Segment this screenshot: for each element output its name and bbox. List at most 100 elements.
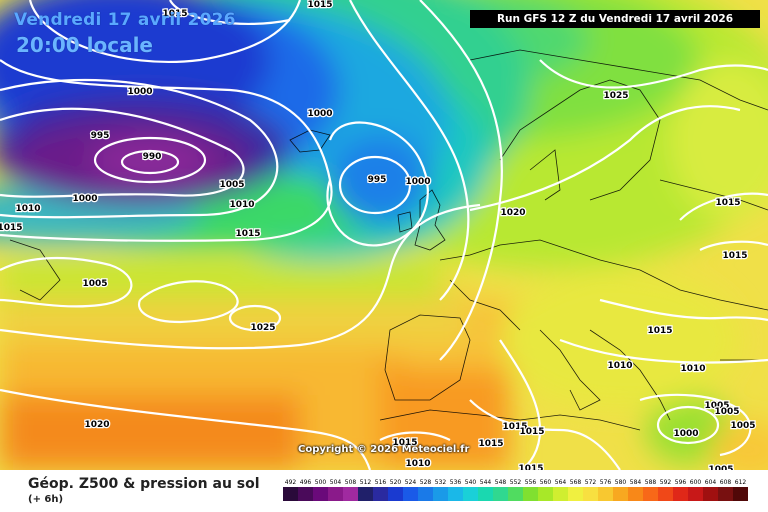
isobar-label: 1010 (15, 204, 40, 214)
legend-swatch (283, 487, 298, 501)
isobar-label: 1010 (405, 459, 430, 469)
isobar-label: 995 (368, 175, 387, 185)
isobar-label: 1000 (673, 429, 698, 439)
isobar-label: 1015 (722, 251, 747, 261)
legend-swatch (568, 487, 583, 501)
legend-swatch (448, 487, 463, 501)
isobar-label: 1025 (250, 323, 275, 333)
legend-value: 560 (540, 479, 552, 486)
legend-value: 592 (660, 479, 672, 486)
legend-swatch (418, 487, 433, 501)
legend-swatch (523, 487, 538, 501)
isobar-label: 1000 (127, 87, 152, 97)
legend-swatch (673, 487, 688, 501)
legend-swatch (688, 487, 703, 501)
legend-value: 496 (300, 479, 312, 486)
legend-swatch (718, 487, 733, 501)
legend-swatch (343, 487, 358, 501)
isobar-label: 1005 (708, 465, 733, 470)
legend-value: 500 (315, 479, 327, 486)
isobar-label: 1005 (704, 401, 729, 411)
coastlines (9, 49, 768, 431)
isobar-label: 1015 (478, 439, 503, 449)
isobar-label: 1025 (603, 91, 628, 101)
isobar-label: 1015 (715, 198, 740, 208)
isobar-label: 1005 (219, 180, 244, 190)
isobar-label: 1020 (500, 208, 525, 218)
isobars (0, 0, 768, 470)
isobar-label: 1005 (730, 421, 755, 431)
legend-value: 576 (600, 479, 612, 486)
color-scale-legend: 492 496 500 504 508 512 516 520 524 528 532 536 540 5… (283, 479, 748, 501)
forecast-time: 20:00 locale (16, 33, 153, 57)
isobar-label: 1015 (518, 464, 543, 470)
legend-swatch (598, 487, 613, 501)
legend-swatch (733, 487, 748, 501)
legend-value: 552 (510, 479, 522, 486)
isobar-label: 1015 (307, 0, 332, 10)
legend-value: 508 (345, 479, 357, 486)
legend-swatch (628, 487, 643, 501)
legend-value: 608 (720, 479, 732, 486)
legend-swatch (508, 487, 523, 501)
isobar-label: 1010 (680, 364, 705, 374)
run-info-banner: Run GFS 12 Z du Vendredi 17 avril 2026 (470, 10, 760, 28)
legend-value: 516 (375, 479, 387, 486)
legend-value: 504 (330, 479, 342, 486)
legend-swatch (703, 487, 718, 501)
legend-value: 596 (675, 479, 687, 486)
isobar-label: 995 (91, 131, 110, 141)
legend-value: 600 (690, 479, 702, 486)
isobar-label: 1020 (84, 420, 109, 430)
isobar-label: 1015 (0, 223, 23, 233)
legend-value: 588 (645, 479, 657, 486)
geopotential-field (0, 0, 768, 470)
legend-value: 612 (735, 479, 747, 486)
legend-value: 580 (615, 479, 627, 486)
isobar-label: 1000 (307, 109, 332, 119)
map-footer: Géop. Z500 & pression au sol (+ 6h) 492 4… (0, 470, 768, 512)
legend-swatch (538, 487, 553, 501)
legend-value: 540 (465, 479, 477, 486)
legend-swatch (328, 487, 343, 501)
legend-swatch (553, 487, 568, 501)
isobar-label: 1000 (405, 177, 430, 187)
isobar-label: 1010 (229, 200, 254, 210)
legend-value: 492 (285, 479, 297, 486)
isobar-label: 1015 (235, 229, 260, 239)
forecast-date: Vendredi 17 avril 2026 (14, 10, 236, 30)
copyright-notice: Copyright © 2026 Meteociel.fr (298, 444, 470, 455)
forecast-step: (+ 6h) (28, 494, 64, 505)
legend-value: 568 (570, 479, 582, 486)
legend-value: 556 (525, 479, 537, 486)
isobar-label: 1005 (714, 407, 739, 417)
legend-swatch (358, 487, 373, 501)
legend-value: 536 (450, 479, 462, 486)
isobar-label: 1015 (162, 9, 187, 19)
isobar-label: 1005 (82, 279, 107, 289)
isobar-label: 1015 (647, 326, 672, 336)
legend-value: 564 (555, 479, 567, 486)
legend-swatch (373, 487, 388, 501)
isobar-label: 990 (143, 152, 162, 162)
legend-value: 528 (420, 479, 432, 486)
legend-swatch (493, 487, 508, 501)
legend-swatch (463, 487, 478, 501)
legend-swatch (298, 487, 313, 501)
legend-swatch (643, 487, 658, 501)
isobar-label: 1015 (502, 422, 527, 432)
legend-value: 532 (435, 479, 447, 486)
legend-swatch (403, 487, 418, 501)
legend-swatch (613, 487, 628, 501)
legend-value: 524 (405, 479, 417, 486)
legend-value: 584 (630, 479, 642, 486)
isobar-label: 1015 (392, 438, 417, 448)
legend-swatch (388, 487, 403, 501)
legend-value: 548 (495, 479, 507, 486)
isobar-label: 1010 (607, 361, 632, 371)
isobar-label: 1015 (519, 427, 544, 437)
legend-value: 572 (585, 479, 597, 486)
